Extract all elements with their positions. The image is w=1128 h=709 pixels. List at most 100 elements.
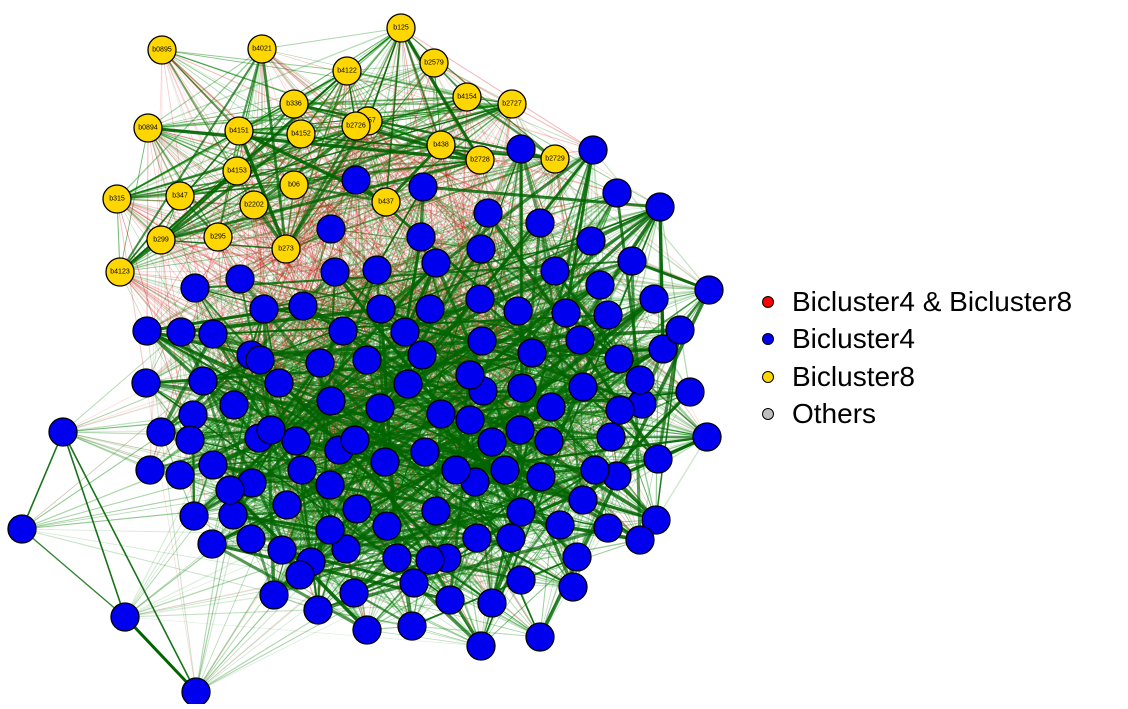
node-circle [267, 535, 297, 565]
node-circle [455, 405, 485, 435]
edge-positive [161, 49, 295, 186]
node-circle [497, 89, 527, 119]
node-bicluster4 [215, 475, 245, 505]
node-circle [341, 111, 371, 141]
node-bicluster4 [352, 615, 382, 645]
node-bicluster4 [675, 377, 705, 407]
node-circle [465, 284, 495, 314]
node-bicluster4 [179, 501, 209, 531]
node-bicluster4 [281, 426, 311, 456]
edge-positive [285, 62, 435, 250]
node-bicluster8: b299 [146, 225, 176, 255]
node-circle [303, 595, 333, 625]
node-bicluster4 [328, 316, 358, 346]
node-label: b2579 [424, 60, 444, 67]
legend-item-others: Others [762, 396, 1072, 434]
edge-strong [145, 347, 664, 385]
node-bicluster4 [415, 294, 445, 324]
node-bicluster4 [462, 523, 492, 553]
node-bicluster8: b125 [386, 13, 416, 43]
edge-strong [269, 330, 345, 431]
node-circle [188, 366, 218, 396]
edge-negative [429, 159, 481, 310]
edge-positive [338, 449, 431, 561]
edge-positive [149, 222, 541, 471]
node-label: b299 [153, 237, 169, 244]
edge-strong [366, 297, 481, 362]
node-label: b438 [433, 142, 449, 149]
node-circle [382, 543, 412, 573]
node-bicluster8: b0894 [133, 113, 163, 143]
node-circle [279, 89, 309, 119]
edge-strong [160, 170, 238, 241]
legend-item-bicluster8: Bicluster8 [762, 358, 1072, 396]
node-circle [473, 198, 503, 228]
node-circle [397, 611, 427, 641]
node-circle [328, 316, 358, 346]
edge-strong [380, 307, 643, 406]
node-bicluster4 [366, 294, 396, 324]
node-bicluster4 [393, 369, 423, 399]
node-circle [625, 525, 655, 555]
node-bicluster4 [506, 134, 536, 164]
node-circle [146, 417, 176, 447]
node-bicluster8: b2579 [419, 48, 449, 78]
edge-strong [399, 27, 482, 161]
edge-positive [278, 148, 522, 384]
edge-strong [435, 475, 542, 513]
node-label: b437 [378, 199, 394, 206]
node-bicluster8: b4123 [105, 257, 135, 287]
node-circle [466, 234, 496, 264]
edge-negative [253, 204, 321, 364]
node-circle [264, 368, 294, 398]
edge-positive [258, 228, 332, 439]
edge-strong [146, 329, 252, 357]
node-bicluster4 [166, 317, 196, 347]
edge-negative [253, 204, 552, 408]
node-bicluster4 [165, 460, 195, 490]
edge-strong [263, 308, 620, 360]
node-circle [604, 344, 634, 374]
node-bicluster4 [580, 455, 610, 485]
node-label: b4154 [457, 94, 477, 101]
node-bicluster4 [665, 315, 695, 345]
node-bicluster4 [496, 523, 526, 553]
node-bicluster4 [316, 386, 346, 416]
edge-positive [253, 204, 482, 647]
node-bicluster4 [643, 444, 673, 474]
node-circle [372, 511, 402, 541]
edge-positive [161, 49, 240, 132]
edge-positive [293, 70, 348, 186]
node-bicluster8: b336 [279, 89, 309, 119]
edge-strong [385, 27, 402, 203]
node-bicluster8: b0895 [147, 35, 177, 65]
node-circle [256, 415, 286, 445]
legend-dot-yellow [762, 370, 774, 383]
edge-positive [124, 404, 235, 618]
edge-positive [487, 212, 655, 300]
edge-strong [466, 95, 556, 161]
edge-negative [146, 170, 238, 332]
node-circle [505, 415, 535, 445]
node-circle [320, 257, 350, 287]
node-bicluster4 [568, 372, 598, 402]
edge-negative [400, 27, 594, 151]
node-bicluster4 [585, 270, 615, 300]
node-other [7, 514, 37, 544]
node-circle [342, 494, 372, 524]
node-bicluster4 [225, 264, 255, 294]
node-bicluster4 [303, 595, 333, 625]
node-bicluster4 [131, 368, 161, 398]
node-label: b4122 [337, 68, 357, 75]
edge-positive [217, 206, 661, 238]
node-label: b2727 [502, 101, 522, 108]
edge-strong [293, 183, 387, 204]
edge-positive [413, 579, 522, 584]
node-circle [365, 393, 395, 423]
node-circle [146, 225, 176, 255]
edge-negative [355, 27, 402, 181]
node-bicluster4 [455, 360, 485, 390]
node-bicluster4 [175, 425, 205, 455]
edge-positive [250, 538, 347, 550]
